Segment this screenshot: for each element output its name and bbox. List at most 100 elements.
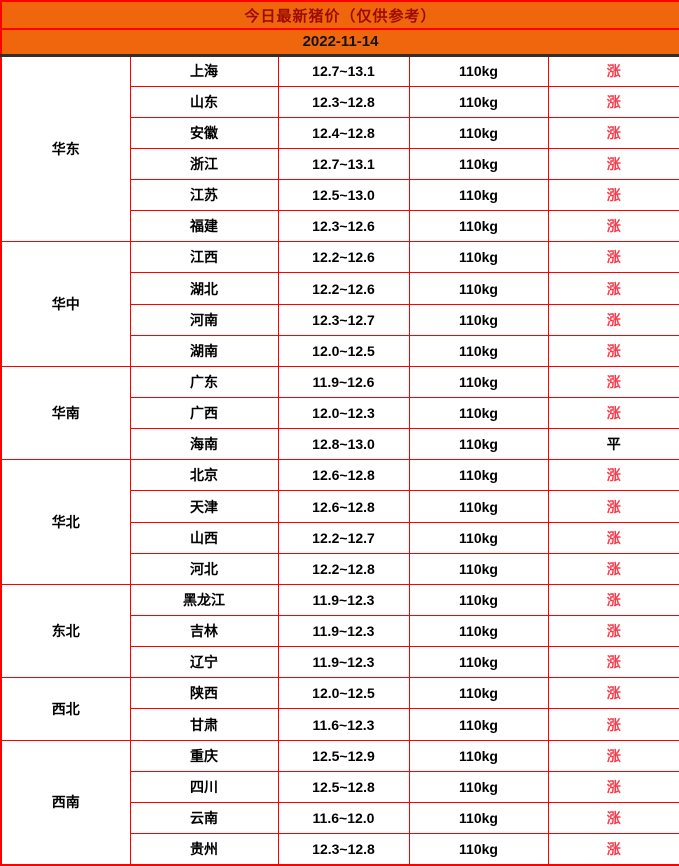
weight-cell: 110kg <box>408 677 549 710</box>
weight-cell: 110kg <box>408 615 549 648</box>
province-cell: 湖北 <box>129 272 279 305</box>
weight-cell: 110kg <box>408 397 549 430</box>
price-table-body: 华东 上海 12.7~13.1 110kg 涨山东 12.3~12.8 110kg 涨安徽 12… <box>0 54 679 866</box>
table-row: 广西 12.0~12.3 110kg 涨 <box>1 397 679 430</box>
region-cell: 东北 <box>0 583 131 679</box>
price-range-cell: 11.9~12.3 <box>277 615 410 648</box>
trend-cell: 涨 <box>547 397 679 430</box>
date-label: 2022-11-14 <box>0 28 679 57</box>
price-range-cell: 11.9~12.6 <box>277 365 410 399</box>
price-range-cell: 12.0~12.5 <box>277 677 410 710</box>
province-cell: 云南 <box>129 801 279 835</box>
trend-cell: 涨 <box>547 739 679 772</box>
trend-cell: 涨 <box>547 521 679 554</box>
price-range-cell: 12.3~12.8 <box>277 833 410 866</box>
price-range-cell: 12.6~12.8 <box>277 490 410 523</box>
province-cell: 陕西 <box>129 677 279 710</box>
price-range-cell: 11.9~12.3 <box>277 646 410 679</box>
trend-cell: 涨 <box>547 677 679 710</box>
price-range-cell: 12.3~12.7 <box>277 303 410 336</box>
province-cell: 广西 <box>129 397 279 430</box>
table-row: 华中 江西 12.2~12.6 110kg 涨 <box>0 241 679 367</box>
price-range-cell: 12.3~12.8 <box>277 85 410 118</box>
table-row: 海南 12.8~13.0 110kg 平 <box>1 428 679 461</box>
weight-cell: 110kg <box>408 147 549 181</box>
weight-cell: 110kg <box>408 770 549 803</box>
trend-cell: 涨 <box>547 552 679 585</box>
province-cell: 甘肃 <box>129 708 279 741</box>
price-range-cell: 12.2~12.6 <box>277 272 410 305</box>
table-row: 西南 重庆 12.5~12.9 110kg 涨 <box>0 739 679 866</box>
page-title: 今日最新猪价（仅供参考） <box>0 0 679 30</box>
table-row: 华南 广东 11.9~12.6 110kg 涨 <box>0 365 679 461</box>
weight-cell: 110kg <box>408 303 549 336</box>
province-cell: 山西 <box>129 521 279 554</box>
trend-cell: 涨 <box>547 365 679 399</box>
province-cell: 山东 <box>129 85 279 118</box>
province-cell: 天津 <box>129 490 279 523</box>
province-cell: 北京 <box>129 459 279 492</box>
trend-cell: 涨 <box>547 334 679 367</box>
region-cell: 华南 <box>0 365 131 461</box>
price-range-cell: 12.2~12.6 <box>277 241 410 274</box>
table-row: 四川 12.5~12.8 110kg 涨 <box>1 770 679 803</box>
weight-cell: 110kg <box>408 54 549 87</box>
price-range-cell: 11.6~12.0 <box>277 801 410 835</box>
weight-cell: 110kg <box>408 833 549 866</box>
trend-cell: 涨 <box>547 833 679 866</box>
trend-cell: 平 <box>547 428 679 461</box>
table-row: 华北 北京 12.6~12.8 110kg 涨 <box>0 459 679 585</box>
trend-cell: 涨 <box>547 241 679 274</box>
table-row: 福建 12.3~12.6 110kg 涨 <box>1 210 679 243</box>
table-row: 辽宁 11.9~12.3 110kg 涨 <box>1 646 679 679</box>
weight-cell: 110kg <box>408 334 549 367</box>
province-cell: 福建 <box>129 210 279 243</box>
weight-cell: 110kg <box>408 116 549 149</box>
weight-cell: 110kg <box>408 365 549 399</box>
province-cell: 辽宁 <box>129 646 279 679</box>
weight-cell: 110kg <box>408 272 549 305</box>
table-row: 江苏 12.5~13.0 110kg 涨 <box>1 179 679 212</box>
region-cell: 华东 <box>0 54 131 243</box>
region-cell: 西南 <box>0 739 131 866</box>
trend-cell: 涨 <box>547 210 679 243</box>
price-range-cell: 12.0~12.5 <box>277 334 410 367</box>
price-range-cell: 12.5~13.0 <box>277 179 410 212</box>
weight-cell: 110kg <box>408 490 549 523</box>
price-range-cell: 11.6~12.3 <box>277 708 410 741</box>
price-range-cell: 12.2~12.7 <box>277 521 410 554</box>
weight-cell: 110kg <box>408 241 549 274</box>
trend-cell: 涨 <box>547 85 679 118</box>
trend-cell: 涨 <box>547 303 679 336</box>
province-cell: 河北 <box>129 552 279 585</box>
table-row: 山西 12.2~12.7 110kg 涨 <box>1 521 679 554</box>
province-cell: 贵州 <box>129 833 279 866</box>
table-row: 吉林 11.9~12.3 110kg 涨 <box>1 615 679 648</box>
table-row: 华东 上海 12.7~13.1 110kg 涨 <box>0 54 679 243</box>
table-row: 西北 陕西 12.0~12.5 110kg 涨 <box>0 677 679 741</box>
province-cell: 广东 <box>129 365 279 399</box>
price-range-cell: 12.7~13.1 <box>277 147 410 181</box>
trend-cell: 涨 <box>547 801 679 835</box>
trend-cell: 涨 <box>547 583 679 617</box>
weight-cell: 110kg <box>408 428 549 461</box>
price-range-cell: 12.5~12.8 <box>277 770 410 803</box>
price-range-cell: 12.6~12.8 <box>277 459 410 492</box>
price-range-cell: 11.9~12.3 <box>277 583 410 617</box>
table-row: 云南 11.6~12.0 110kg 涨 <box>1 801 679 835</box>
province-cell: 海南 <box>129 428 279 461</box>
province-cell: 重庆 <box>129 739 279 772</box>
weight-cell: 110kg <box>408 646 549 679</box>
weight-cell: 110kg <box>408 801 549 835</box>
province-cell: 浙江 <box>129 147 279 181</box>
price-range-cell: 12.0~12.3 <box>277 397 410 430</box>
table-row: 贵州 12.3~12.8 110kg 涨 <box>1 833 679 866</box>
trend-cell: 涨 <box>547 272 679 305</box>
weight-cell: 110kg <box>408 210 549 243</box>
weight-cell: 110kg <box>408 583 549 617</box>
price-range-cell: 12.3~12.6 <box>277 210 410 243</box>
province-cell: 湖南 <box>129 334 279 367</box>
weight-cell: 110kg <box>408 179 549 212</box>
table-row: 东北 黑龙江 11.9~12.3 110kg 涨 <box>0 583 679 679</box>
